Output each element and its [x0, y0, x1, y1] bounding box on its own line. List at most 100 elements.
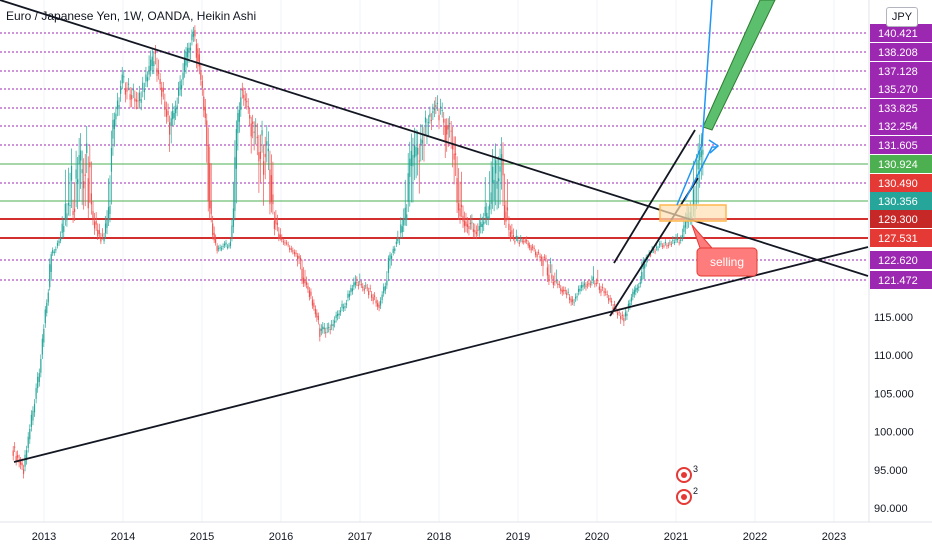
candle-body — [143, 88, 145, 93]
candle-body — [87, 178, 89, 209]
candle-body — [400, 224, 402, 234]
candle-body — [238, 109, 240, 122]
candle-body — [156, 68, 158, 77]
candle-body — [557, 283, 559, 285]
candle-body — [115, 113, 117, 120]
candle-body — [676, 238, 679, 241]
candle-body — [234, 157, 236, 211]
candle-body — [481, 223, 483, 228]
candle-body — [586, 284, 589, 286]
candle-body — [104, 223, 107, 234]
candle-body — [98, 230, 100, 235]
candle-body — [235, 129, 237, 169]
y-tick-label: 115.000 — [874, 312, 913, 324]
candle-body — [438, 115, 440, 121]
candle-body — [554, 280, 556, 283]
candle-body — [341, 303, 343, 308]
candle-body — [612, 307, 614, 312]
price-label-box — [870, 43, 932, 61]
candle-body — [354, 281, 356, 286]
candle-body — [430, 119, 433, 121]
candle-body — [203, 96, 205, 111]
candle-body — [225, 242, 227, 245]
candle-body — [555, 279, 557, 281]
candle-body — [161, 87, 163, 97]
candle-body — [179, 81, 181, 89]
candle-body — [335, 315, 337, 318]
candle-body — [526, 239, 528, 242]
candle-body — [97, 229, 99, 237]
candle-body — [170, 118, 172, 126]
candle-body — [258, 152, 260, 162]
candle-body — [421, 140, 424, 144]
candle-body — [368, 291, 370, 296]
candle-body — [287, 244, 289, 246]
candle-body — [591, 281, 593, 283]
price-label: 130.356 — [878, 196, 918, 208]
candle-body — [123, 76, 125, 78]
candle-body — [360, 284, 362, 286]
candle-body — [545, 257, 547, 259]
candle-body — [466, 224, 469, 227]
candle-body — [426, 125, 428, 127]
x-tick-label: 2016 — [269, 531, 293, 543]
candle-body — [92, 211, 94, 219]
candle-body — [478, 225, 480, 231]
candle-body — [597, 280, 599, 282]
candle-body — [106, 219, 108, 228]
candle-body — [621, 314, 623, 316]
candle-body — [81, 169, 83, 174]
candle-body — [162, 87, 164, 92]
candle-body — [49, 264, 51, 288]
candle-body — [506, 207, 509, 211]
candle-body — [350, 288, 352, 293]
candle-body — [351, 288, 354, 292]
candle-body — [611, 301, 613, 303]
candle-body — [113, 119, 116, 130]
candle-body — [663, 245, 665, 247]
candle-body — [580, 285, 583, 288]
candle-body — [118, 105, 120, 109]
candle-body — [401, 226, 403, 233]
candle-body — [383, 286, 385, 294]
projection-band — [702, 0, 776, 131]
candle-body — [165, 109, 168, 117]
candle-body — [511, 230, 513, 234]
candle-body — [14, 446, 16, 448]
candle-body — [256, 136, 258, 139]
candle-body — [678, 242, 680, 244]
chart-title: Euro / Japanese Yen, 1W, OANDA, Heikin A… — [6, 9, 257, 23]
candle-body — [530, 247, 532, 251]
candle-body — [52, 250, 54, 254]
candle-body — [247, 106, 249, 108]
candle-body — [270, 175, 273, 203]
candle-body — [700, 150, 702, 158]
candle-body — [638, 286, 640, 288]
candle-body — [240, 97, 242, 110]
currency-button[interactable]: JPY — [886, 7, 918, 27]
candle-body — [336, 313, 339, 317]
candle-body — [600, 289, 602, 293]
candle-body — [363, 288, 365, 291]
candle-body — [497, 178, 500, 182]
candle-body — [37, 376, 39, 389]
candle-body — [561, 289, 563, 293]
candle-body — [252, 121, 254, 124]
candle-body — [345, 303, 348, 305]
candle-body — [195, 44, 197, 58]
candle-body — [397, 237, 399, 241]
price-label: 140.421 — [878, 28, 918, 40]
candle-body — [150, 59, 152, 71]
candle-body — [369, 288, 371, 290]
price-label: 129.300 — [878, 214, 918, 226]
candle-body — [186, 48, 189, 57]
event-badge-count: 2 — [693, 486, 698, 496]
candle-body — [226, 246, 229, 248]
candle-body — [35, 387, 37, 399]
candle-body — [167, 110, 169, 115]
candle-body — [490, 192, 492, 205]
candle-body — [624, 312, 627, 317]
candle-body — [134, 98, 136, 102]
candle-body — [403, 218, 405, 226]
